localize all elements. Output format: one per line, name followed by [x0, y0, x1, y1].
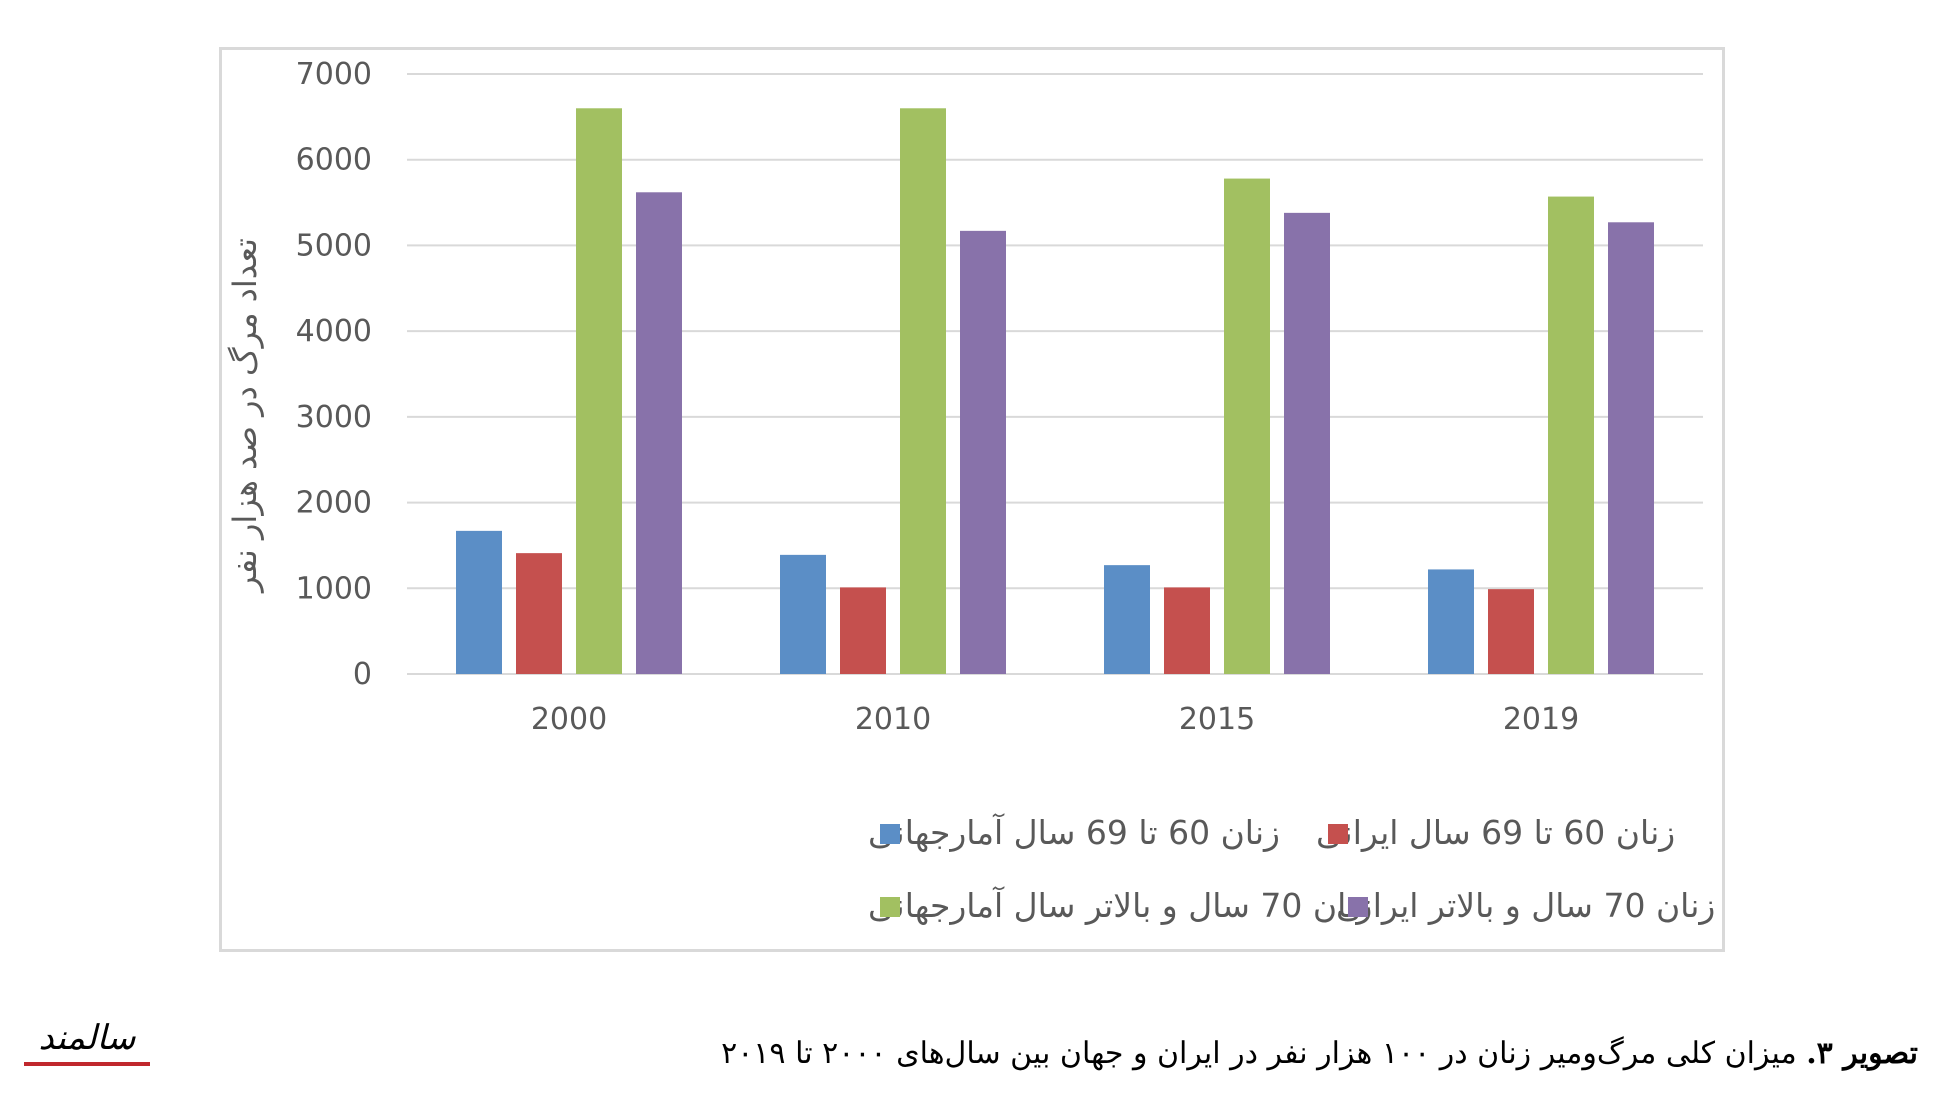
caption-text: میزان کلی مرگ‌ومیر زنان در ۱۰۰ هزار نفر …: [721, 1036, 1807, 1071]
legend-item: زنان 70 سال و بالاتر سال آمارجهانی: [868, 886, 1372, 925]
chart-frame: 0 1000 2000 3000 4000 5000 6000 7000 2000 2010 20…: [219, 47, 1725, 952]
bar: [1224, 178, 1270, 675]
caption-label: تصویر ۳.: [1806, 1036, 1918, 1071]
x-tick-label: 2010: [855, 702, 931, 737]
y-axis-label: تعداد مرگ در صد هزار نفر: [226, 238, 264, 594]
bar: [840, 587, 886, 674]
y-tick-label: 7000: [296, 57, 372, 92]
legend-swatch: [1328, 824, 1348, 844]
bar: [576, 108, 622, 675]
y-tick-label: 3000: [296, 400, 372, 435]
gridlines: [407, 73, 1703, 675]
bar: [1608, 222, 1654, 675]
bar: [1284, 212, 1330, 674]
x-tick-label: 2019: [1503, 702, 1579, 737]
bar: [456, 530, 502, 674]
y-tick-label: 0: [353, 657, 372, 692]
legend-label: زنان 70 سال و بالاتر ایرانی: [1336, 886, 1715, 925]
legend-swatch: [880, 824, 900, 844]
y-tick-label: 1000: [296, 571, 372, 606]
bars: [456, 108, 1654, 675]
legend-label: زنان 60 تا 69 سال ایرانی: [1316, 813, 1675, 852]
salmand-logo: سالمند: [24, 1018, 150, 1066]
bar: [1548, 196, 1594, 675]
x-tick-labels: 2000 2010 2015 2019: [531, 702, 1579, 737]
y-tick-labels: 0 1000 2000 3000 4000 5000 6000 7000: [296, 57, 372, 692]
y-tick-label: 2000: [296, 486, 372, 521]
legend-swatch: [1348, 897, 1368, 917]
bar: [636, 192, 682, 675]
bar: [1164, 587, 1210, 674]
legend-label: زنان 70 سال و بالاتر سال آمارجهانی: [868, 886, 1372, 925]
legend: زنان 60 تا 69 سال آمارجهانی زنان 60 تا 69…: [868, 813, 1715, 925]
bar: [1104, 565, 1150, 674]
bar: [900, 108, 946, 675]
legend-label: زنان 60 تا 69 سال آمارجهانی: [868, 813, 1280, 852]
legend-swatch: [880, 897, 900, 917]
bar: [780, 554, 826, 674]
y-tick-label: 5000: [296, 228, 372, 263]
bar: [1488, 589, 1534, 674]
x-tick-label: 2000: [531, 702, 607, 737]
bar: [516, 553, 562, 674]
y-tick-label: 4000: [296, 314, 372, 349]
bar: [1428, 569, 1474, 674]
y-tick-label: 6000: [296, 143, 372, 178]
x-tick-label: 2015: [1179, 702, 1255, 737]
legend-item: زنان 70 سال و بالاتر ایرانی: [1336, 886, 1715, 925]
legend-item: زنان 60 تا 69 سال آمارجهانی: [868, 813, 1280, 852]
logo-text: سالمند: [39, 1018, 136, 1058]
bar: [960, 230, 1006, 674]
figure-caption: تصویر ۳. میزان کلی مرگ‌ومیر زنان در ۱۰۰ …: [721, 1036, 1918, 1071]
legend-item: زنان 60 تا 69 سال ایرانی: [1316, 813, 1675, 852]
